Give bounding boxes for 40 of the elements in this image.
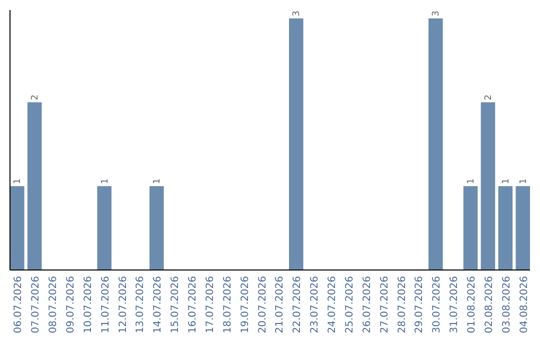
data-label: 1 (466, 178, 477, 184)
x-tick-label: 06.07.2026 (13, 276, 24, 334)
x-tick-label: 28.07.2026 (396, 276, 408, 334)
x-tick-label: 19.07.2026 (240, 276, 251, 334)
x-tick-label: 24.07.2026 (327, 276, 338, 334)
x-tick-label: 27.07.2026 (379, 276, 390, 334)
x-tick-label: 29.07.2026 (414, 276, 426, 334)
x-tick-label: 02.08.2026 (484, 276, 495, 334)
x-tick-label: 18.07.2026 (222, 276, 234, 334)
data-label: 3 (432, 10, 442, 16)
x-tick-label: 31.07.2026 (449, 276, 460, 334)
data-label: 2 (30, 94, 41, 100)
x-tick-label: 12.07.2026 (118, 276, 129, 334)
x-tick-label: 21.07.2026 (274, 276, 286, 334)
data-label: 3 (292, 10, 302, 16)
x-tick-label: 08.07.2026 (48, 276, 60, 334)
x-tick-label: 23.07.2026 (310, 276, 321, 334)
x-tick-label: 26.07.2026 (362, 276, 373, 334)
x-tick-label: 25.07.2026 (344, 276, 356, 334)
x-tick-label: 16.07.2026 (188, 276, 199, 334)
data-label: 1 (13, 178, 24, 184)
x-tick-label: 11.07.2026 (100, 276, 112, 334)
x-tick-label: 17.07.2026 (204, 276, 216, 334)
x-tick-label: 03.08.2026 (501, 276, 512, 334)
data-label: 1 (501, 178, 512, 184)
x-tick-label: 10.07.2026 (82, 276, 94, 334)
x-tick-label: 09.07.2026 (65, 276, 76, 334)
x-tick-label: 01.08.2026 (466, 276, 478, 334)
data-label: 1 (100, 178, 110, 184)
data-label: 2 (484, 94, 494, 100)
data-label: 1 (152, 178, 163, 184)
x-tick-label: 13.07.2026 (135, 276, 146, 334)
data-label: 1 (518, 178, 529, 184)
x-tick-label: 22.07.2026 (292, 276, 304, 334)
x-tick-label: 07.07.2026 (30, 276, 42, 334)
x-tick-label: 20.07.2026 (257, 276, 268, 334)
x-tick-label: 15.07.2026 (170, 276, 182, 334)
x-tick-label: 14.07.2026 (152, 276, 164, 334)
x-tick-label: 30.07.2026 (432, 276, 443, 334)
x-tick-label: 04.08.2026 (518, 276, 530, 334)
